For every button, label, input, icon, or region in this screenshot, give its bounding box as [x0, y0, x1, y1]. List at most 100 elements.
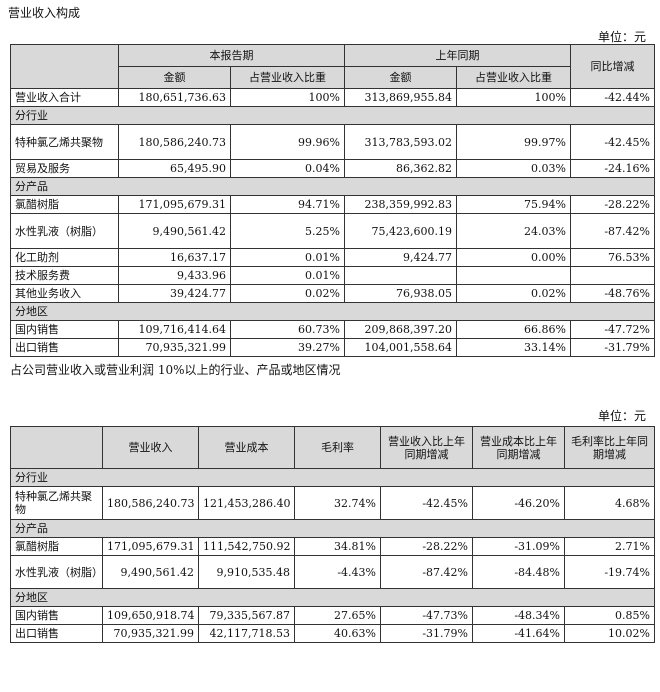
table-row: 氯醋树脂 171,095,679.31 94.71% 238,359,992.8…	[10, 195, 655, 214]
cell: 60.73%	[230, 320, 345, 339]
cell: 111,542,750.92	[198, 537, 295, 556]
header-yoy: 同比增减	[570, 44, 655, 89]
row-label: 氯醋树脂	[10, 195, 119, 214]
table-row: 特种氯乙烯共聚物 180,586,240.73 99.96% 313,783,5…	[10, 124, 655, 160]
table-row: 贸易及服务 65,495.90 0.04% 86,362.82 0.03% -2…	[10, 159, 655, 178]
cell: 0.85%	[564, 606, 655, 625]
header-amount: 金额	[118, 66, 231, 89]
cell: 75,423,600.19	[344, 213, 457, 249]
cell: 104,001,558.64	[344, 338, 457, 357]
cell: 79,335,567.87	[198, 606, 295, 625]
cell: -28.22%	[380, 537, 473, 556]
cell: 27.65%	[294, 606, 381, 625]
cell: 9,910,535.48	[198, 555, 295, 589]
row-label: 出口销售	[10, 624, 103, 643]
section-header: 分地区	[10, 302, 655, 321]
cell: 0.02%	[456, 284, 571, 303]
cell: 171,095,679.31	[102, 537, 199, 556]
cell: -42.45%	[380, 486, 473, 520]
table-row: 其他业务收入 39,424.77 0.02% 76,938.05 0.02% -…	[10, 284, 655, 303]
cell: 121,453,286.40	[198, 486, 295, 520]
cell: 209,868,397.20	[344, 320, 457, 339]
cell: 10.02%	[564, 624, 655, 643]
row-label: 水性乳液（树脂）	[10, 213, 119, 249]
segment-note: 占公司营业收入或营业利润 10%以上的行业、产品或地区情况	[10, 363, 341, 377]
cell: 9,433.96	[118, 266, 231, 285]
cell: -42.44%	[570, 88, 655, 107]
table-row: 水性乳液（树脂） 9,490,561.42 9,910,535.48 -4.43…	[10, 555, 655, 589]
table-row: 水性乳液（树脂） 9,490,561.42 5.25% 75,423,600.1…	[10, 213, 655, 249]
cell: 99.96%	[230, 124, 345, 160]
cell: -87.42%	[570, 213, 655, 249]
cell: 313,869,955.84	[344, 88, 457, 107]
cell: 65,495.90	[118, 159, 231, 178]
table-row: 营业收入合计 180,651,736.63 100% 313,869,955.8…	[10, 88, 655, 107]
cell: -47.73%	[380, 606, 473, 625]
table-row: 国内销售 109,716,414.64 60.73% 209,868,397.2…	[10, 320, 655, 339]
cell: 313,783,593.02	[344, 124, 457, 160]
cell: -48.34%	[472, 606, 565, 625]
header-current-period: 本报告期	[118, 44, 345, 67]
cell: -47.72%	[570, 320, 655, 339]
table-row: 出口销售 70,935,321.99 39.27% 104,001,558.64…	[10, 338, 655, 357]
cell: -4.43%	[294, 555, 381, 589]
cell: 16,637.17	[118, 248, 231, 267]
row-label: 特种氯乙烯共聚物	[10, 486, 103, 520]
segment-table: 营业收入 营业成本 毛利率 营业收入比上年同期增减 营业成本比上年同期增减 毛利…	[10, 426, 655, 643]
cell: -46.20%	[472, 486, 565, 520]
unit-label: 单位：元	[597, 409, 646, 423]
cell: 0.00%	[456, 248, 571, 267]
header-margin-change: 毛利率比上年同期增减	[564, 426, 655, 469]
table-row: 化工助剂 16,637.17 0.01% 9,424.77 0.00% 76.5…	[10, 248, 655, 267]
cell: -31.79%	[380, 624, 473, 643]
cell: 100%	[230, 88, 345, 107]
section-header: 分产品	[10, 519, 655, 538]
section-header: 分地区	[10, 588, 655, 607]
cell: 40.63%	[294, 624, 381, 643]
row-label: 技术服务费	[10, 266, 119, 285]
table-row: 技术服务费 9,433.96 0.01%	[10, 266, 655, 285]
cell: 86,362.82	[344, 159, 457, 178]
row-label: 特种氯乙烯共聚物	[10, 124, 119, 160]
section-title: 营业收入构成	[8, 6, 81, 20]
header-gross-margin: 毛利率	[294, 426, 381, 469]
cell: -42.45%	[570, 124, 655, 160]
cell: 39,424.77	[118, 284, 231, 303]
cell: 109,650,918.74	[102, 606, 199, 625]
cell: 5.25%	[230, 213, 345, 249]
cell: 76.53%	[570, 248, 655, 267]
cell: 4.68%	[564, 486, 655, 520]
header-revenue: 营业收入	[102, 426, 199, 469]
row-label: 国内销售	[10, 606, 103, 625]
cell: 2.71%	[564, 537, 655, 556]
header-cost-change: 营业成本比上年同期增减	[472, 426, 565, 469]
cell: 100%	[456, 88, 571, 107]
header-ratio: 占营业收入比重	[230, 66, 345, 89]
header-amount: 金额	[344, 66, 457, 89]
cell: 9,490,561.42	[118, 213, 231, 249]
cell: 33.14%	[456, 338, 571, 357]
cell: 39.27%	[230, 338, 345, 357]
cell: -19.74%	[564, 555, 655, 589]
cell: 109,716,414.64	[118, 320, 231, 339]
row-label: 国内销售	[10, 320, 119, 339]
cell: 180,586,240.73	[102, 486, 199, 520]
cell: 180,586,240.73	[118, 124, 231, 160]
cell: 70,935,321.99	[118, 338, 231, 357]
cell: 24.03%	[456, 213, 571, 249]
section-header: 分产品	[10, 177, 655, 196]
row-label: 其他业务收入	[10, 284, 119, 303]
header-prior-period: 上年同期	[344, 44, 571, 67]
cell: -28.22%	[570, 195, 655, 214]
table-row: 特种氯乙烯共聚物 180,586,240.73 121,453,286.40 3…	[10, 486, 655, 520]
cell: 94.71%	[230, 195, 345, 214]
revenue-composition-table: 本报告期 上年同期 同比增减 金额 占营业收入比重 金额 占营业收入比重 营业收…	[10, 44, 655, 357]
cell	[570, 266, 655, 285]
header-cost: 营业成本	[198, 426, 295, 469]
row-label: 出口销售	[10, 338, 119, 357]
cell: 0.03%	[456, 159, 571, 178]
cell: 180,651,736.63	[118, 88, 231, 107]
cell: -24.16%	[570, 159, 655, 178]
cell	[456, 266, 571, 285]
cell	[344, 266, 457, 285]
